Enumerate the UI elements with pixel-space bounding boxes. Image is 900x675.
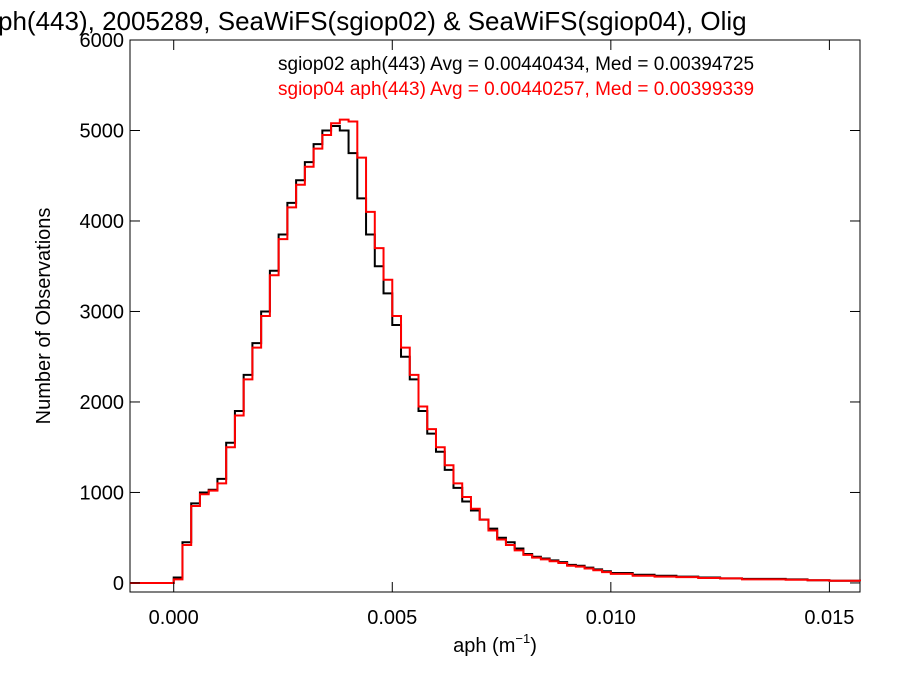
x-axis-label: aph (m−1) — [453, 631, 537, 657]
tick-layer: 0.000 0.005 0.010 0.015 0 1000 2000 3000 4000 500… — [80, 30, 860, 629]
y-tick-label-4: 4000 — [80, 211, 125, 233]
y-tick-label-5: 5000 — [80, 120, 125, 142]
legend-entry-sgiop04: sgiop04 aph(443) Avg = 0.00440257, Med =… — [278, 79, 754, 100]
x-axis-label-main: aph (m — [453, 635, 515, 657]
y-tick-label-2: 2000 — [80, 392, 125, 414]
x-tick-label-1: 0.005 — [367, 607, 417, 629]
y-tick-label-0: 0 — [113, 573, 124, 595]
y-axis-label: Number of Observations — [33, 208, 55, 425]
legend-entry-sgiop02: sgiop02 aph(443) Avg = 0.00440434, Med =… — [278, 54, 754, 75]
x-axis-label-end: ) — [530, 635, 537, 657]
legend: sgiop02 aph(443) Avg = 0.00440434, Med =… — [278, 54, 754, 100]
series-line-1 — [130, 118, 861, 584]
chart-title: ph(443), 2005289, SeaWiFS(sgiop02) & Sea… — [0, 6, 747, 36]
plot-area: 0.000 0.005 0.010 0.015 0 1000 2000 3000 4000 500… — [80, 30, 861, 629]
x-tick-label-0: 0.000 — [149, 607, 199, 629]
x-tick-label-3: 0.015 — [804, 607, 854, 629]
x-tick-label-2: 0.010 — [586, 607, 636, 629]
series-layer — [130, 118, 861, 584]
series-line-0 — [130, 124, 861, 584]
plot-frame — [129, 39, 861, 593]
y-tick-label-6: 6000 — [80, 30, 125, 52]
y-tick-label-3: 3000 — [80, 301, 125, 323]
y-tick-label-1: 1000 — [80, 482, 125, 504]
x-axis-label-exponent: −1 — [515, 631, 530, 646]
